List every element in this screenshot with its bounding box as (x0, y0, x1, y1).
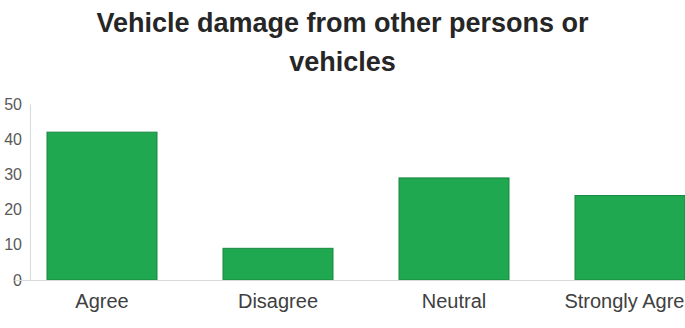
y-axis-line (30, 105, 31, 281)
x-tick: Agree (75, 280, 128, 312)
y-tick-label: 40 (4, 131, 22, 148)
y-axis: 01020304050 (4, 96, 30, 289)
x-tick-label: Neutral (422, 290, 486, 312)
x-tick-label: Agree (75, 290, 128, 312)
y-tick: 20 (4, 201, 30, 218)
bar (47, 132, 157, 280)
title: Vehicle damage from other persons or vehi… (96, 8, 589, 77)
y-tick: 10 (4, 236, 30, 253)
y-tick-label: 30 (4, 166, 22, 183)
bar (223, 248, 333, 280)
y-tick-label: 10 (4, 236, 22, 253)
x-tick: Neutral (422, 280, 486, 312)
x-axis: Agree Disagree Neutral Strongly Agree (15, 280, 685, 312)
y-tick-label: 20 (4, 201, 22, 218)
bar (399, 178, 509, 280)
x-tick: Disagree (238, 280, 318, 312)
y-tick: 50 (4, 96, 30, 113)
y-tick-label: 50 (4, 96, 22, 113)
y-tick: 40 (4, 131, 30, 148)
bar (575, 196, 685, 280)
x-axis-line (15, 280, 685, 281)
bars (47, 132, 685, 280)
title-line: Vehicle damage from other persons or (96, 8, 589, 38)
x-tick-label: Strongly Agree (564, 290, 685, 312)
chart: Vehicle damage from other persons or vehi… (0, 0, 685, 328)
x-tick: Strongly Agree (564, 280, 685, 312)
title-line: vehicles (289, 47, 396, 77)
y-tick: 30 (4, 166, 30, 183)
x-tick-label: Disagree (238, 290, 318, 312)
